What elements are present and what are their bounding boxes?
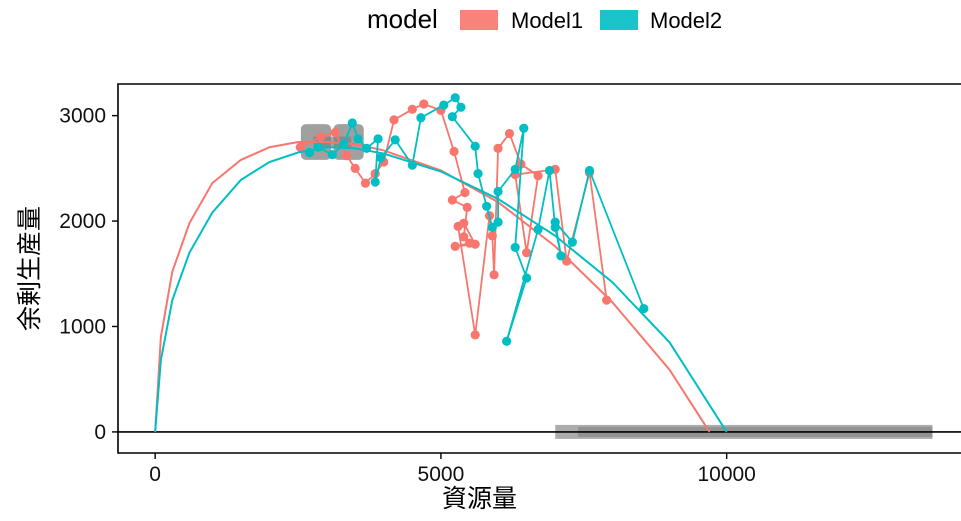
point-model2-8 xyxy=(370,177,380,187)
point-model2-12 xyxy=(416,113,426,123)
x-tick-label-0: 0 xyxy=(149,463,161,486)
point-model2-34 xyxy=(584,165,595,176)
point-model2-18 xyxy=(473,169,483,179)
x-axis-title: 資源量 xyxy=(442,484,517,513)
point-model1-27 xyxy=(504,128,515,139)
point-model2-32 xyxy=(550,217,560,227)
x-tick-label-2: 10000 xyxy=(697,463,755,486)
point-model1-5 xyxy=(360,178,371,188)
point-model2-27 xyxy=(502,336,512,346)
point-model1-24 xyxy=(487,231,497,241)
point-model1-26 xyxy=(493,143,503,153)
point-model1-19 xyxy=(470,239,480,249)
x-tick-label-1: 5000 xyxy=(418,463,465,486)
legend-key-model1 xyxy=(460,10,498,30)
point-model2-11 xyxy=(407,160,417,170)
point-model2-10 xyxy=(390,135,400,145)
point-model1-3 xyxy=(342,151,352,161)
point-model1-12 xyxy=(449,146,459,157)
point-model2-29 xyxy=(544,165,555,176)
point-model2-26 xyxy=(522,273,532,283)
point-model2-33 xyxy=(567,237,577,247)
legend-title: model xyxy=(367,4,438,34)
point-model1-22 xyxy=(470,330,480,340)
y-tick-label-2: 2000 xyxy=(59,210,106,233)
point-model2-14 xyxy=(450,93,460,103)
y-tick-label-0: 0 xyxy=(94,421,106,444)
point-model1-13 xyxy=(460,187,470,198)
point-model1-2 xyxy=(330,127,340,138)
point-model2-24 xyxy=(519,123,529,133)
point-model1-15 xyxy=(462,202,472,212)
point-model2-2 xyxy=(327,150,337,160)
point-model2-23 xyxy=(510,164,520,174)
point-model1-16 xyxy=(459,232,469,242)
point-model2-19 xyxy=(482,201,492,211)
point-model1-30 xyxy=(522,248,532,258)
point-model2-3 xyxy=(339,139,349,149)
point-model1-4 xyxy=(350,163,360,173)
point-model1-0 xyxy=(295,142,305,152)
point-model2-22 xyxy=(493,186,503,197)
panel-border xyxy=(117,83,961,454)
y-tick-label-3: 3000 xyxy=(59,105,106,128)
curve-model2 xyxy=(154,146,728,433)
point-model2-16 xyxy=(447,112,457,122)
y-tick-label-1: 1000 xyxy=(59,315,106,338)
point-model2-15 xyxy=(456,102,466,112)
legend-label-model1: Model1 xyxy=(511,8,583,33)
point-model2-0 xyxy=(304,147,315,158)
point-model2-13 xyxy=(439,100,449,110)
point-model2-31 xyxy=(556,251,566,261)
point-model1-18 xyxy=(450,241,460,251)
point-model1-35 xyxy=(602,295,612,305)
point-model1-1 xyxy=(316,132,326,142)
legend-key-model2 xyxy=(600,10,638,30)
point-model2-28 xyxy=(533,224,543,235)
point-model2-21 xyxy=(493,217,503,227)
legend-label-model2: Model2 xyxy=(650,8,722,33)
point-model2-7 xyxy=(373,134,383,144)
point-model1-14 xyxy=(447,195,457,205)
point-model1-10 xyxy=(419,99,429,109)
y-axis-title: 余剰生産量 xyxy=(15,206,44,331)
point-model1-25 xyxy=(489,270,499,280)
point-model1-9 xyxy=(407,104,417,114)
point-model2-35 xyxy=(639,303,649,314)
point-model2-4 xyxy=(347,118,357,128)
point-model2-5 xyxy=(353,134,363,144)
point-model2-1 xyxy=(313,142,323,152)
point-model1-8 xyxy=(389,115,399,125)
curve-model1 xyxy=(154,140,711,433)
point-model2-6 xyxy=(362,143,372,153)
point-model2-9 xyxy=(376,153,386,163)
point-model1-29 xyxy=(533,171,543,181)
point-model1-21 xyxy=(453,221,463,231)
point-model2-25 xyxy=(510,242,520,253)
legend-svg: model Model1 Model2 xyxy=(367,4,722,34)
legend: model Model1 Model2 xyxy=(0,0,961,40)
point-model2-17 xyxy=(470,141,480,151)
